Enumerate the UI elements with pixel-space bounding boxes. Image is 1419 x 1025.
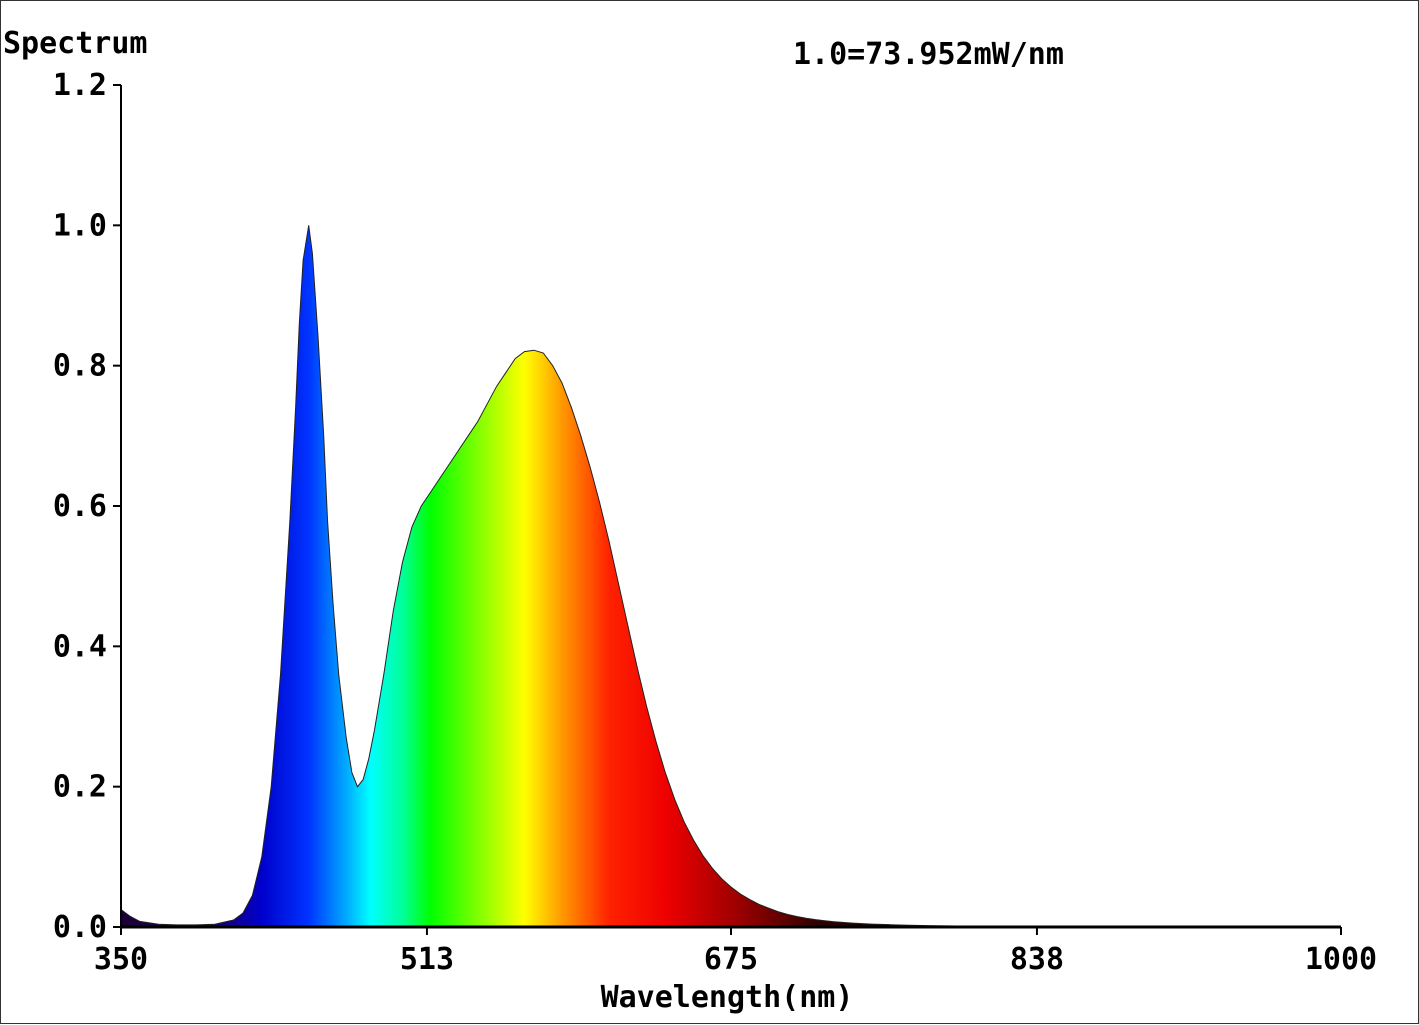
chart-title: Spectrum (3, 26, 148, 61)
y-tick-label: 0.6 (53, 489, 107, 524)
x-tick-label: 513 (400, 942, 454, 977)
x-tick-label: 350 (94, 942, 148, 977)
x-axis-title: Wavelength(nm) (601, 980, 854, 1015)
x-tick-label: 1000 (1305, 942, 1377, 977)
y-tick-label: 0.0 (53, 910, 107, 945)
y-tick-label: 0.4 (53, 629, 107, 664)
scale-annotation: 1.0=73.952mW/nm (793, 37, 1064, 72)
x-tick-label: 675 (704, 942, 758, 977)
x-tick-label: 838 (1010, 942, 1064, 977)
y-tick-label: 0.8 (53, 349, 107, 384)
spectrum-area (121, 225, 1341, 928)
x-axis-ticks: 350 513 675 838 1000 (94, 927, 1377, 977)
y-axis-ticks: 0.0 0.2 0.4 0.6 0.8 1.0 1.2 (53, 68, 121, 945)
y-tick-label: 1.2 (53, 68, 107, 103)
y-tick-label: 0.2 (53, 770, 107, 805)
y-tick-label: 1.0 (53, 208, 107, 243)
spectrum-line (120, 225, 1342, 928)
